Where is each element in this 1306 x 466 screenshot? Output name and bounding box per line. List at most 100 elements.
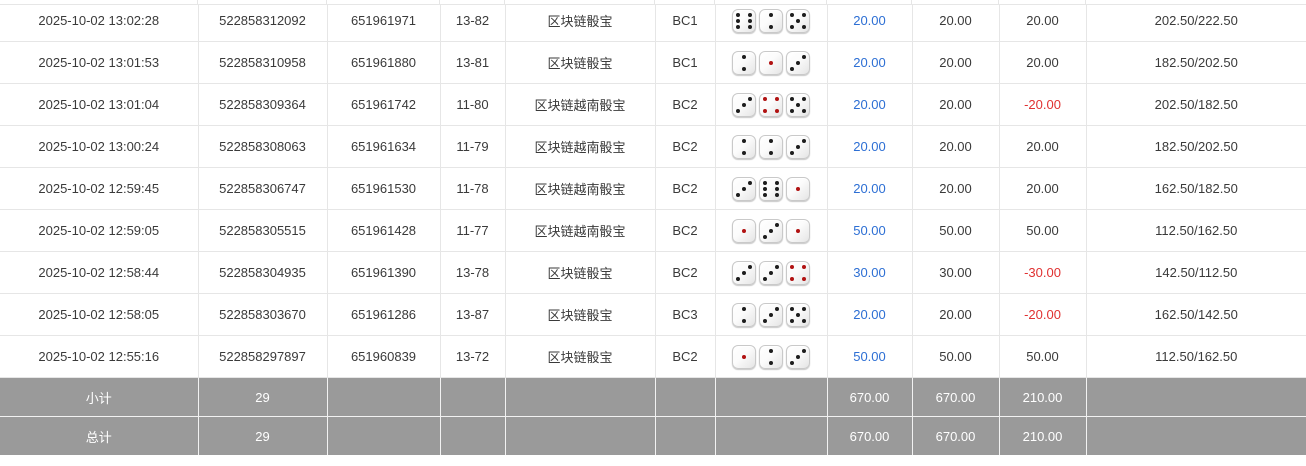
order-number-cell: 522858309364 [198, 83, 328, 126]
bet-amount-cell[interactable]: 50.00 [827, 335, 913, 378]
die-pip [802, 12, 806, 17]
valid-amount-cell: 50.00 [912, 335, 1000, 378]
dice-group [722, 344, 821, 369]
summary-count-cell: 29 [198, 377, 328, 417]
die-face-3 [786, 134, 810, 159]
table-row[interactable]: 2025-10-02 13:00:24 522858308063 651961634… [0, 125, 1306, 168]
die-pip [775, 108, 779, 113]
dice-group [722, 50, 821, 75]
die-face-2 [732, 302, 756, 327]
bet-time-cell: 2025-10-02 12:55:16 [0, 335, 199, 378]
summary-empty-play [655, 377, 716, 417]
table-bottom-pad [0, 455, 1306, 463]
period-cell: 13-72 [440, 335, 506, 378]
table-row[interactable]: 2025-10-02 13:02:28 522858312092 651961971… [0, 0, 1306, 42]
summary-empty-dice [715, 416, 828, 455]
die-pip [748, 264, 752, 269]
die-pip [763, 180, 767, 185]
die-pip [763, 234, 767, 239]
dice-group [722, 176, 821, 201]
die-pip [790, 150, 794, 155]
valid-amount-cell: 20.00 [912, 125, 1000, 168]
die-face-3 [732, 176, 756, 201]
summary-empty-game [505, 377, 656, 417]
summary-empty-issue [327, 377, 441, 417]
dice-group [722, 134, 821, 159]
summary-empty-period [440, 416, 506, 455]
die-pip [742, 138, 746, 143]
die-face-6 [732, 8, 756, 33]
table-row[interactable]: 2025-10-02 13:01:04 522858309364 651961742… [0, 83, 1306, 126]
die-pip [736, 12, 740, 17]
order-number-cell: 522858310958 [198, 41, 328, 84]
table-row[interactable]: 2025-10-02 13:01:53 522858310958 651961880… [0, 41, 1306, 84]
issue-number-cell: 651961634 [327, 125, 441, 168]
die-face-6 [759, 176, 783, 201]
die-pip [769, 24, 773, 29]
die-pip [775, 264, 779, 269]
bet-amount-cell[interactable]: 20.00 [827, 0, 913, 42]
die-pip [802, 108, 806, 113]
die-pip [742, 186, 746, 191]
period-cell: 11-77 [440, 209, 506, 252]
issue-number-cell: 651960839 [327, 335, 441, 378]
valid-amount-cell: 20.00 [912, 167, 1000, 210]
game-name-cell: 区块链越南骰宝 [505, 125, 656, 168]
die-pip [769, 150, 773, 155]
bet-time-cell: 2025-10-02 12:59:05 [0, 209, 199, 252]
die-pip [790, 96, 794, 101]
play-type-cell: BC2 [655, 209, 716, 252]
bet-amount-cell[interactable]: 30.00 [827, 251, 913, 294]
dice-group [722, 302, 821, 327]
summary-empty-dice [715, 377, 828, 417]
die-face-2 [759, 8, 783, 33]
balance-cell: 162.50/182.50 [1086, 167, 1306, 210]
dice-result-cell [715, 125, 828, 168]
bet-amount-cell[interactable]: 20.00 [827, 293, 913, 336]
result-amount-cell: 50.00 [999, 335, 1087, 378]
table-row[interactable]: 2025-10-02 12:58:05 522858303670 651961286… [0, 293, 1306, 336]
table-row[interactable]: 2025-10-02 12:59:05 522858305515 651961428… [0, 209, 1306, 252]
bet-amount-cell[interactable]: 20.00 [827, 125, 913, 168]
die-face-2 [759, 134, 783, 159]
summary-valid-amount-cell: 670.00 [912, 377, 1000, 417]
period-cell: 11-78 [440, 167, 506, 210]
die-face-5 [786, 302, 810, 327]
die-pip [736, 18, 740, 23]
die-pip [742, 306, 746, 311]
summary-result-amount-cell: 210.00 [999, 416, 1087, 455]
die-pip [802, 264, 806, 269]
order-number-cell: 522858304935 [198, 251, 328, 294]
bet-amount-cell[interactable]: 20.00 [827, 41, 913, 84]
bet-amount-cell[interactable]: 20.00 [827, 167, 913, 210]
bet-amount-cell[interactable]: 50.00 [827, 209, 913, 252]
play-type-cell: BC2 [655, 251, 716, 294]
table-row[interactable]: 2025-10-02 12:59:45 522858306747 651961530… [0, 167, 1306, 210]
balance-cell: 142.50/112.50 [1086, 251, 1306, 294]
game-name-cell: 区块链骰宝 [505, 41, 656, 84]
period-cell: 13-82 [440, 0, 506, 42]
balance-cell: 162.50/142.50 [1086, 293, 1306, 336]
issue-number-cell: 651961971 [327, 0, 441, 42]
summary-row: 总计 29 670.00 670.00 210.00 [0, 416, 1306, 455]
die-face-3 [759, 302, 783, 327]
die-face-1 [732, 344, 756, 369]
summary-label-cell: 总计 [0, 416, 199, 455]
dice-result-cell [715, 209, 828, 252]
bet-records-table: 2025-10-02 13:02:28 522858312092 651961971… [0, 0, 1306, 455]
table-row[interactable]: 2025-10-02 12:58:44 522858304935 651961390… [0, 251, 1306, 294]
die-face-1 [759, 50, 783, 75]
table-row[interactable]: 2025-10-02 12:55:16 522858297897 651960839… [0, 335, 1306, 378]
play-type-cell: BC2 [655, 83, 716, 126]
die-face-1 [786, 218, 810, 243]
dice-result-cell [715, 251, 828, 294]
period-cell: 13-81 [440, 41, 506, 84]
die-face-5 [786, 92, 810, 117]
bet-amount-cell[interactable]: 20.00 [827, 83, 913, 126]
bet-time-cell: 2025-10-02 12:58:05 [0, 293, 199, 336]
game-name-cell: 区块链越南骰宝 [505, 209, 656, 252]
dice-result-cell [715, 293, 828, 336]
dice-result-cell [715, 167, 828, 210]
die-pip [742, 318, 746, 323]
